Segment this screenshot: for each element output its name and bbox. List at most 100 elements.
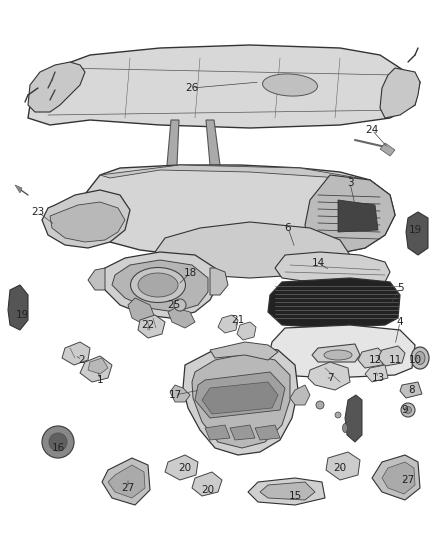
Polygon shape (378, 346, 405, 366)
Text: 12: 12 (368, 355, 381, 365)
Text: 25: 25 (167, 300, 180, 310)
Text: 5: 5 (397, 283, 403, 293)
Polygon shape (170, 385, 190, 402)
Polygon shape (168, 308, 195, 328)
Text: 13: 13 (371, 373, 385, 383)
Polygon shape (358, 348, 385, 368)
Polygon shape (268, 278, 400, 328)
Polygon shape (255, 425, 280, 440)
Polygon shape (382, 462, 415, 494)
Polygon shape (380, 68, 420, 118)
Polygon shape (128, 298, 155, 325)
Polygon shape (260, 482, 315, 500)
Text: 26: 26 (185, 83, 198, 93)
Polygon shape (205, 425, 230, 440)
Text: 20: 20 (178, 463, 191, 473)
Text: 14: 14 (311, 258, 325, 268)
Text: 20: 20 (201, 485, 215, 495)
Polygon shape (138, 315, 165, 338)
Text: 17: 17 (168, 390, 182, 400)
Polygon shape (218, 315, 238, 333)
Polygon shape (80, 356, 112, 382)
Polygon shape (108, 465, 145, 498)
Text: 11: 11 (389, 355, 402, 365)
Polygon shape (365, 365, 388, 382)
Text: 23: 23 (32, 207, 45, 217)
Polygon shape (210, 268, 228, 295)
Polygon shape (380, 143, 395, 156)
Polygon shape (8, 285, 28, 330)
Polygon shape (15, 185, 22, 193)
Polygon shape (155, 222, 350, 278)
Polygon shape (308, 362, 350, 390)
Polygon shape (400, 382, 422, 398)
Ellipse shape (343, 424, 347, 432)
Polygon shape (50, 202, 125, 242)
Polygon shape (275, 252, 390, 285)
Ellipse shape (138, 273, 178, 297)
Ellipse shape (42, 426, 74, 458)
Polygon shape (268, 325, 415, 378)
Polygon shape (338, 200, 378, 232)
Ellipse shape (415, 351, 425, 365)
Polygon shape (372, 455, 420, 500)
Text: 10: 10 (409, 355, 421, 365)
Text: 6: 6 (285, 223, 291, 233)
Text: 3: 3 (347, 178, 353, 188)
Polygon shape (312, 344, 360, 362)
Polygon shape (290, 385, 310, 405)
Polygon shape (100, 165, 390, 195)
Polygon shape (78, 165, 395, 258)
Polygon shape (88, 268, 105, 290)
Polygon shape (202, 382, 278, 414)
Text: 27: 27 (401, 475, 415, 485)
Text: 19: 19 (408, 225, 422, 235)
Polygon shape (406, 212, 428, 255)
Text: 7: 7 (327, 373, 333, 383)
Text: 20: 20 (333, 463, 346, 473)
Ellipse shape (405, 407, 411, 414)
Ellipse shape (316, 401, 324, 409)
Text: 21: 21 (231, 315, 245, 325)
Polygon shape (88, 358, 108, 374)
Ellipse shape (131, 268, 186, 303)
Polygon shape (28, 45, 420, 128)
Polygon shape (305, 175, 395, 255)
Text: 18: 18 (184, 268, 197, 278)
Polygon shape (206, 120, 220, 178)
Text: 27: 27 (121, 483, 134, 493)
Text: 9: 9 (402, 405, 408, 415)
Polygon shape (112, 260, 208, 312)
Ellipse shape (49, 433, 67, 451)
Polygon shape (326, 452, 360, 480)
Ellipse shape (335, 412, 341, 418)
Polygon shape (165, 455, 198, 480)
Text: 22: 22 (141, 320, 155, 330)
Polygon shape (195, 372, 285, 418)
Polygon shape (230, 425, 255, 440)
Text: 4: 4 (397, 317, 403, 327)
Ellipse shape (401, 403, 415, 417)
Polygon shape (42, 190, 130, 248)
Polygon shape (28, 62, 85, 112)
Polygon shape (62, 342, 90, 365)
Polygon shape (183, 345, 298, 455)
Polygon shape (237, 322, 256, 340)
Polygon shape (167, 120, 179, 178)
Text: 2: 2 (79, 355, 85, 365)
Text: 8: 8 (409, 385, 415, 395)
Ellipse shape (411, 347, 429, 369)
Polygon shape (102, 458, 150, 505)
Text: 24: 24 (365, 125, 378, 135)
Polygon shape (192, 354, 290, 448)
Ellipse shape (174, 299, 186, 311)
Ellipse shape (262, 74, 318, 96)
Text: 1: 1 (97, 375, 103, 385)
Text: 19: 19 (15, 310, 28, 320)
Polygon shape (345, 395, 362, 442)
Polygon shape (100, 252, 218, 318)
Text: 15: 15 (288, 491, 302, 501)
Ellipse shape (324, 350, 352, 360)
Polygon shape (248, 478, 325, 505)
Polygon shape (192, 472, 222, 496)
